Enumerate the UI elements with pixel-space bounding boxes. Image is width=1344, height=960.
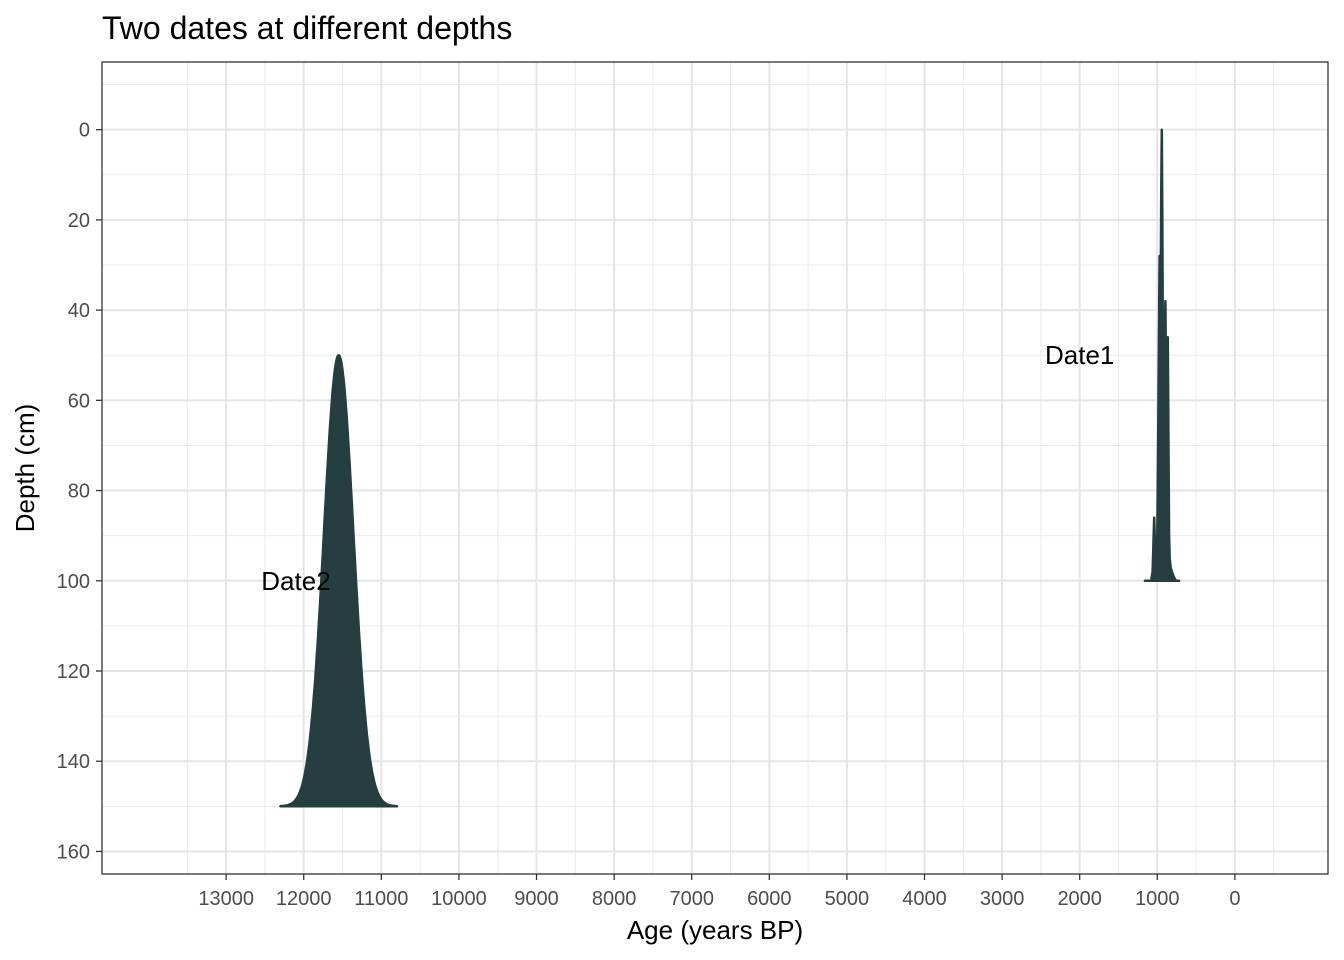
y-tick-label: 60 — [68, 390, 90, 412]
y-tick-label: 40 — [68, 300, 90, 322]
x-tick-label: 1000 — [1135, 888, 1180, 910]
minor-gridlines — [102, 62, 1328, 874]
x-tick-label: 3000 — [980, 888, 1025, 910]
x-axis-title: Age (years BP) — [627, 915, 803, 945]
x-tick-label: 9000 — [514, 888, 559, 910]
y-tick-label: 160 — [57, 841, 90, 863]
y-tick-label: 80 — [68, 481, 90, 503]
x-tick-label: 10000 — [431, 888, 487, 910]
x-tick-label: 12000 — [276, 888, 332, 910]
x-tick-label: 5000 — [825, 888, 870, 910]
y-axis-title: Depth (cm) — [10, 404, 40, 533]
density-date1 — [1143, 128, 1181, 583]
x-tick-label: 13000 — [198, 888, 254, 910]
density-series — [279, 128, 1181, 808]
major-gridlines — [102, 62, 1328, 874]
x-tick-label: 6000 — [747, 888, 792, 910]
y-axis-ticks: 0 20 40 60 80 100 120 140 160 — [57, 120, 102, 863]
y-tick-label: 140 — [57, 751, 90, 773]
x-tick-label: 4000 — [902, 888, 947, 910]
y-tick-label: 120 — [57, 661, 90, 683]
x-tick-label: 8000 — [592, 888, 637, 910]
y-tick-label: 0 — [79, 120, 90, 142]
x-axis-ticks: 13000 12000 11000 10000 9000 8000 7000 6000 5000… — [198, 874, 1240, 910]
x-tick-label: 2000 — [1057, 888, 1102, 910]
series-labels: Date1 Date2 — [261, 340, 1114, 596]
panel-border — [101, 61, 1329, 875]
x-tick-label: 7000 — [669, 888, 714, 910]
chart-title: Two dates at different depths — [102, 10, 512, 46]
panel-background — [102, 62, 1328, 874]
density-date2 — [279, 353, 399, 808]
y-tick-label: 20 — [68, 210, 90, 232]
x-tick-label: 0 — [1229, 888, 1240, 910]
label-date1: Date1 — [1045, 340, 1114, 370]
label-date2: Date2 — [261, 566, 330, 596]
y-tick-label: 100 — [57, 571, 90, 593]
plot-panel: Date1 Date2 — [101, 61, 1329, 875]
x-tick-label: 11000 — [354, 888, 408, 910]
